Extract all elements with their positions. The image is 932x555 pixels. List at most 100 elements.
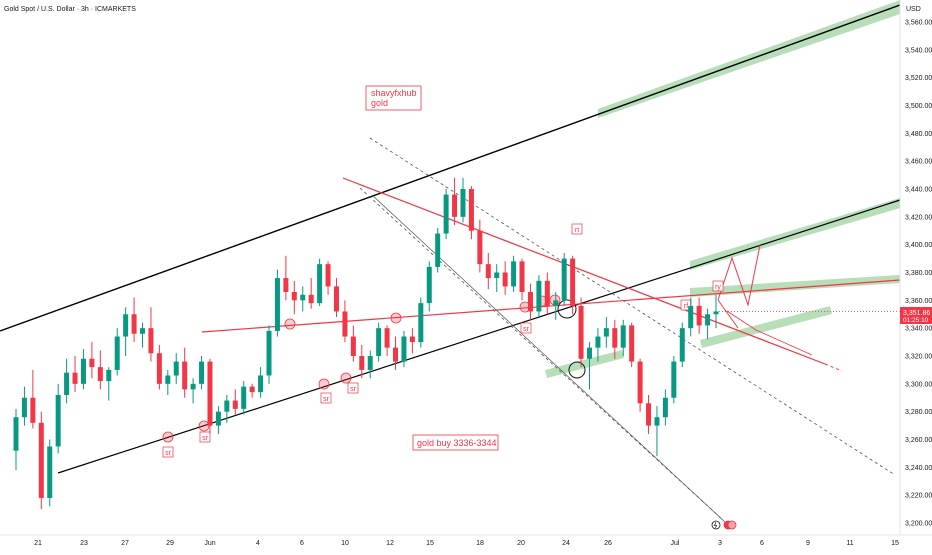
time-tick-label: 24 <box>562 540 570 547</box>
projection-path-3[interactable] <box>726 310 813 356</box>
candle-body <box>679 328 685 362</box>
candle-body <box>511 261 517 287</box>
candle-body <box>570 258 576 306</box>
price-tick-label: 3,380.00 <box>905 270 932 277</box>
candle-body <box>468 189 474 231</box>
candle-body <box>55 394 61 447</box>
price-axis[interactable]: USD 3,560.00 3,540.00 3,520.00 3,500.00 3,48… <box>899 0 932 535</box>
dashed-trendline-long[interactable] <box>369 137 896 476</box>
dashed-trendline-short[interactable] <box>359 187 724 521</box>
candle-body <box>21 397 27 418</box>
candle-body <box>646 403 652 426</box>
price-tick-label: 3,480.00 <box>905 131 932 138</box>
candle-body <box>401 336 407 362</box>
price-tick-label: 3,540.00 <box>905 47 932 54</box>
marker-circle-4[interactable] <box>318 378 330 390</box>
candle-body <box>148 328 154 354</box>
marker-circle-5[interactable] <box>340 372 352 384</box>
candle-body <box>561 258 567 301</box>
label-box-sr-5[interactable]: sr <box>520 322 532 334</box>
candle-body <box>224 400 230 412</box>
candle-body <box>654 417 660 426</box>
price-tick-label: 3,500.00 <box>905 103 932 110</box>
candle-body <box>367 356 373 370</box>
red-down-trendline[interactable] <box>342 177 826 365</box>
candle-body <box>553 300 559 306</box>
candle-body <box>443 194 449 234</box>
price-tick-label: 3,200.00 <box>905 521 932 528</box>
marker-circle-1[interactable] <box>162 431 174 443</box>
candle-body <box>207 361 213 426</box>
time-tick-label: 15 <box>426 540 434 547</box>
candle-body <box>13 417 19 451</box>
candle-body <box>409 336 415 343</box>
candle-body <box>494 272 500 279</box>
candle-body <box>333 286 339 312</box>
time-tick-label: 15 <box>891 540 899 547</box>
candle-body <box>325 264 331 287</box>
lightning-icon[interactable] <box>711 520 721 530</box>
label-box-sr-4[interactable]: sr <box>347 382 359 394</box>
red-horizontal-line[interactable] <box>201 279 901 333</box>
candle-body <box>182 361 188 390</box>
drawing-layer[interactable]: rt sr sr sr sr sr <box>0 0 901 530</box>
label-rt-text: rt <box>575 227 579 234</box>
marker-circle-6[interactable] <box>390 312 402 324</box>
symbol-title: Gold Spot / U.S. Dollar · 3h · ICMARKETS <box>4 6 136 13</box>
author-note[interactable]: shavyfxhub gold <box>365 85 422 111</box>
projection-path-2[interactable] <box>717 299 739 329</box>
time-tick-label: 23 <box>80 540 88 547</box>
candle-body <box>258 375 264 393</box>
time-tick-label: 26 <box>604 540 612 547</box>
black-ring-1[interactable] <box>557 299 577 319</box>
candle-body <box>620 325 626 348</box>
label-box-rt[interactable]: rt <box>571 223 583 235</box>
marker-circle-2[interactable] <box>198 420 210 432</box>
candle-body <box>72 372 78 384</box>
green-zone-lower-left[interactable] <box>545 350 624 378</box>
time-tick-label: 11 <box>846 540 853 547</box>
price-tick-label: 3,360.00 <box>905 298 932 305</box>
marker-circle-3[interactable] <box>284 318 296 330</box>
price-tick-label: 3,240.00 <box>905 465 932 472</box>
label-box-sr-1[interactable]: sr <box>162 446 174 458</box>
candle-body <box>199 361 205 384</box>
currency-label: USD <box>906 6 921 13</box>
trade-note[interactable]: gold buy 3336-3344 <box>412 434 499 451</box>
time-tick-label: 6 <box>760 540 764 547</box>
time-tick-label: 27 <box>121 540 129 547</box>
event-icons[interactable] <box>711 520 737 530</box>
candle-body <box>232 400 238 409</box>
candle-body <box>131 314 137 334</box>
gray-trendline[interactable] <box>371 194 726 523</box>
upper-channel-line[interactable] <box>0 4 901 332</box>
candle-body <box>342 311 348 337</box>
label-box-sr-3[interactable]: sr <box>320 392 332 404</box>
candle-body <box>696 305 702 326</box>
candle-body <box>477 230 483 265</box>
label-box-ry[interactable]: ry <box>712 280 724 292</box>
candle-body <box>80 358 86 384</box>
candle-body <box>586 347 592 359</box>
price-tick-label: 3,420.00 <box>905 214 932 221</box>
candle-body <box>30 397 36 423</box>
us-flag-icon-2[interactable] <box>727 520 737 530</box>
candle-body <box>359 356 365 370</box>
green-zone-lower-right[interactable] <box>700 306 832 348</box>
candles-layer <box>13 177 900 510</box>
candle-body <box>291 291 297 301</box>
candle-body <box>350 336 356 356</box>
projection-path[interactable] <box>717 244 761 307</box>
candle-body <box>165 375 171 384</box>
label-sr-text: sr <box>350 386 357 393</box>
candle-body <box>215 411 221 426</box>
black-ring-2[interactable] <box>568 361 586 379</box>
price-tick-label: 3,460.00 <box>905 159 932 166</box>
time-axis[interactable]: 21 23 27 29 Jun 4 6 10 12 15 18 20 24 26 Jul 3 6 9 11 15 <box>0 534 932 547</box>
price-tick-label: 3,260.00 <box>905 437 932 444</box>
label-box-sr-2[interactable]: sr <box>199 431 211 443</box>
author-line-1: shavyfxhub <box>371 88 417 98</box>
price-tick-label: 3,320.00 <box>905 354 932 361</box>
